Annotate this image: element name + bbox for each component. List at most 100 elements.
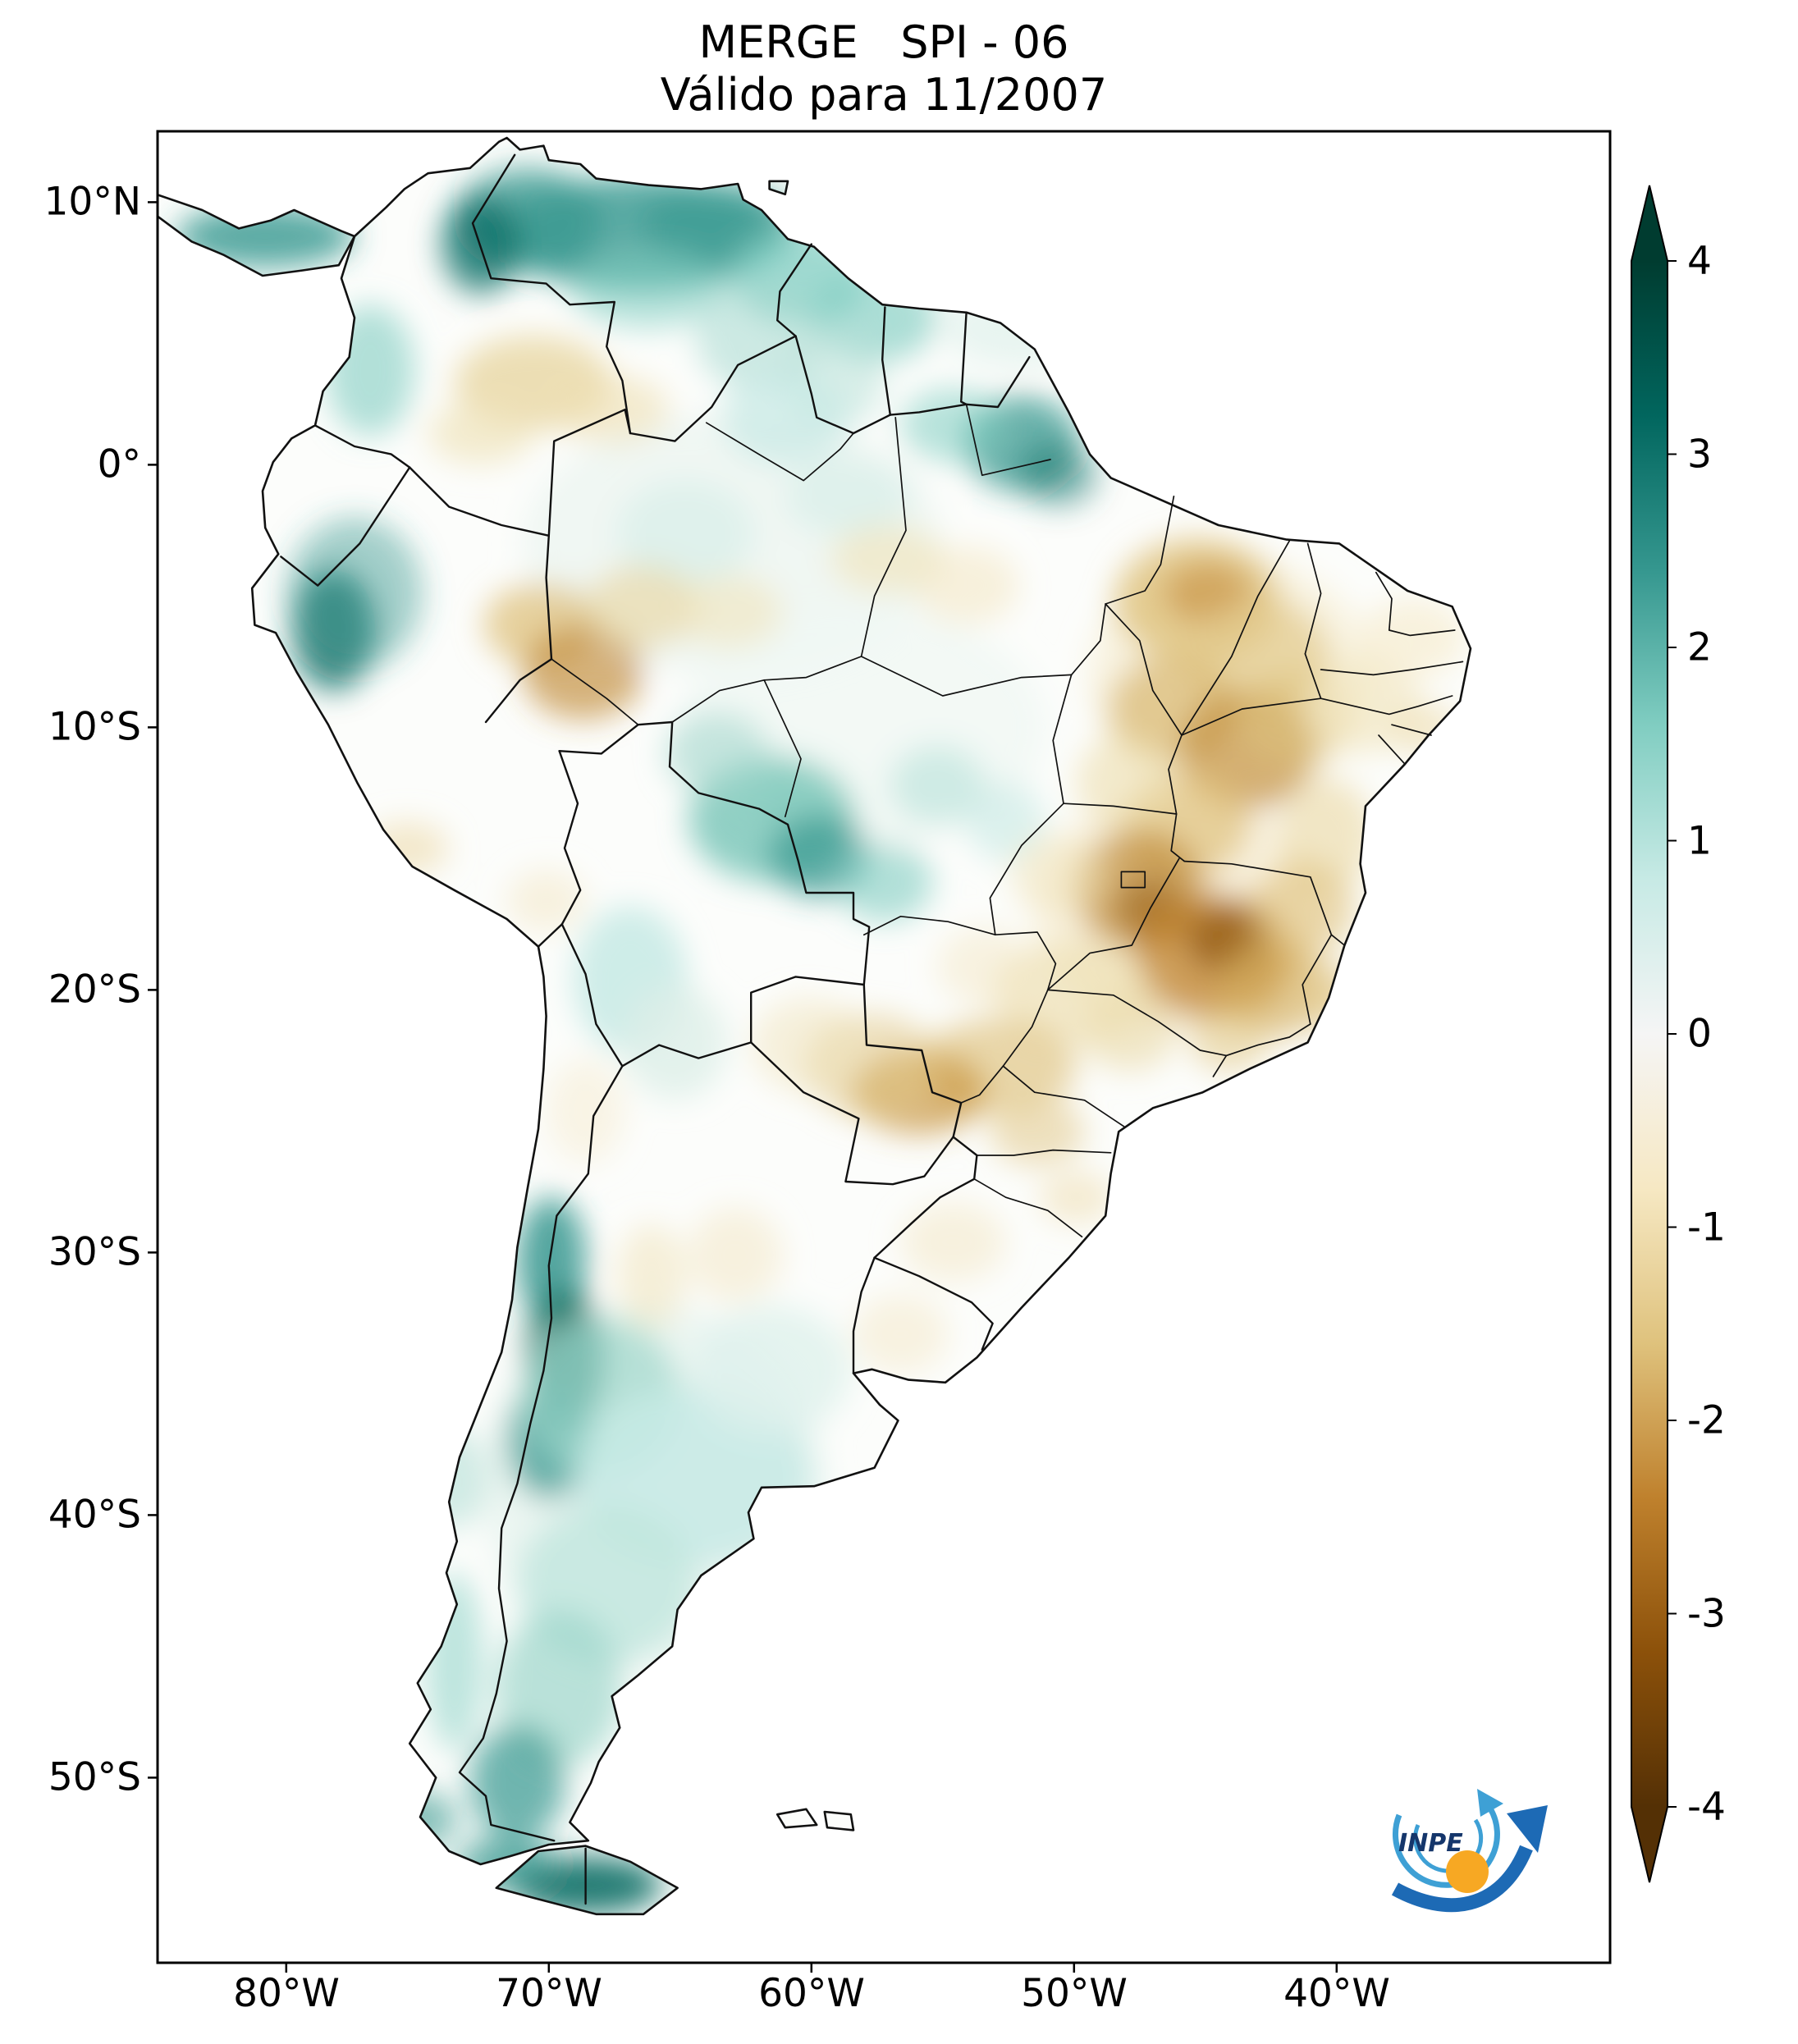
logo-blue-arrow <box>1391 1845 1533 1913</box>
logo-orange-dot <box>1446 1850 1489 1893</box>
spi-blob <box>286 517 423 670</box>
country-border <box>862 983 963 1138</box>
colorbar-gradient <box>1631 261 1668 1807</box>
country-border <box>458 1065 624 1842</box>
cb-tick-3: 3 <box>1687 432 1712 478</box>
country-border <box>545 534 553 661</box>
panama-coast <box>158 193 356 277</box>
country-border <box>750 976 865 1044</box>
spi-blob <box>1360 598 1466 678</box>
country-border <box>409 466 550 537</box>
lat-tick-0: 0° <box>97 441 141 487</box>
state-border <box>860 416 907 657</box>
lat-tick-40s: 40°S <box>48 1492 141 1538</box>
country-border <box>881 306 891 416</box>
spi-blob <box>913 546 1019 625</box>
state-border <box>1070 603 1107 676</box>
spi-blob <box>546 1058 625 1164</box>
lon-tick-80w: 80°W <box>233 1971 340 2016</box>
country-border <box>794 335 891 435</box>
state-border <box>1378 734 1406 766</box>
state-border <box>1183 860 1346 946</box>
spi-blob <box>853 1294 949 1374</box>
country-border <box>960 311 968 405</box>
falkland-east <box>823 1810 855 1831</box>
state-border <box>994 931 1057 991</box>
spi-blob <box>785 456 912 536</box>
state-border <box>1063 803 1178 815</box>
lon-tick-70w: 70°W <box>496 1971 602 2016</box>
state-border <box>1320 661 1464 676</box>
state-border <box>976 1149 1112 1156</box>
spi-blob <box>1076 734 1172 830</box>
spi-blob <box>751 997 867 1093</box>
state-border <box>862 915 996 936</box>
state-border <box>1225 1023 1311 1057</box>
country-border <box>852 1256 876 1374</box>
country-border <box>621 1041 753 1068</box>
state-border <box>1304 542 1322 655</box>
state-border <box>1302 934 1333 1025</box>
colorbar <box>1631 185 1677 1883</box>
logo-swirl-arrowhead <box>1477 1789 1503 1817</box>
state-border <box>1105 603 1183 736</box>
state-border <box>1120 871 1146 889</box>
state-border <box>1388 629 1456 637</box>
spi-blob <box>622 985 728 1100</box>
falkland-west <box>775 1808 818 1829</box>
map-group <box>158 136 1472 1916</box>
cb-tick-1: 1 <box>1687 818 1712 864</box>
cb-tick-m4: -4 <box>1687 1784 1726 1830</box>
inpe-logo: INPE <box>1391 1789 1548 1913</box>
state-border <box>1181 540 1291 736</box>
lon-tick-50w: 50°W <box>1021 1971 1128 2016</box>
state-border <box>965 403 1051 477</box>
state-border <box>551 658 639 726</box>
cb-tick-2: 2 <box>1687 624 1712 670</box>
spi-blob <box>990 1097 1085 1167</box>
logo-swirl-outer <box>1392 1807 1500 1888</box>
cb-tick-m1: -1 <box>1687 1205 1726 1251</box>
country-border <box>873 1136 978 1259</box>
lat-tick-30s: 30°S <box>48 1229 141 1275</box>
country-border <box>629 335 797 442</box>
spi-blob <box>1010 832 1106 917</box>
spi-blob <box>693 1305 851 1437</box>
logo-blue-arrowhead <box>1507 1805 1548 1853</box>
trinidad <box>768 180 789 196</box>
tierra-del-fuego <box>495 1845 679 1916</box>
country-border <box>280 466 411 587</box>
state-border <box>1320 695 1453 716</box>
lon-tick-60w: 60°W <box>758 1971 865 2016</box>
state-border <box>989 803 1064 936</box>
lat-tick-10n: 10°N <box>43 179 141 225</box>
spi-blob <box>937 926 1032 1006</box>
country-border <box>560 923 624 1068</box>
colorbar-top-arrow <box>1631 185 1668 261</box>
state-border <box>705 422 854 482</box>
spi-blob <box>900 1202 1006 1282</box>
spi-blob <box>900 388 1006 463</box>
spi-blob <box>688 1207 783 1303</box>
spi-blob <box>1040 1171 1114 1224</box>
cb-tick-0: 0 <box>1687 1011 1712 1057</box>
state-border <box>1046 989 1228 1057</box>
lon-tick-40w: 40°W <box>1283 1971 1390 2016</box>
country-border <box>537 923 563 948</box>
axes-frame <box>156 130 1612 1964</box>
spi-blob <box>677 574 783 649</box>
spi-blob <box>365 821 449 875</box>
lat-tick-50s: 50°S <box>48 1754 141 1800</box>
coastline <box>250 136 1472 1866</box>
lat-tick-10s: 10°S <box>48 704 141 750</box>
country-border <box>873 1256 994 1351</box>
spi-blob <box>554 375 670 445</box>
plot-title: MERGE SPI - 06 <box>698 16 1069 68</box>
state-border <box>1046 857 1180 991</box>
spi-blob <box>1250 861 1356 957</box>
logo-text: INPE <box>1398 1829 1463 1858</box>
spi-blob <box>176 205 355 268</box>
plot-subtitle: Válido para 11/2007 <box>660 69 1108 121</box>
